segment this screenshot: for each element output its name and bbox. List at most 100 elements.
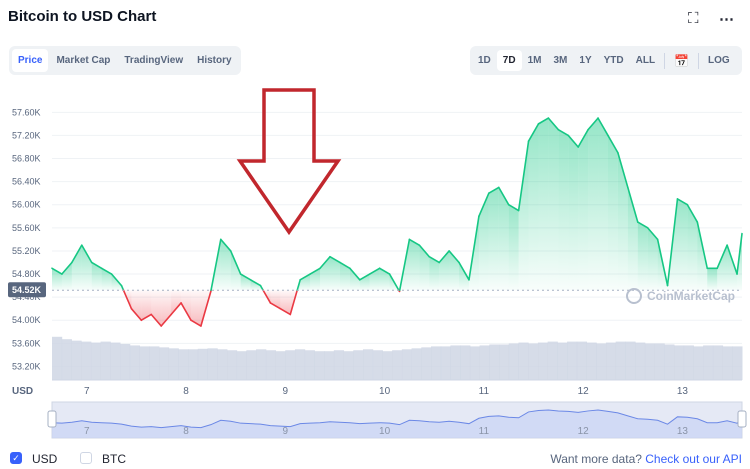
area-above-baseline xyxy=(409,239,420,291)
volume-bar xyxy=(635,342,646,380)
price-line-segment xyxy=(120,284,125,292)
price-line-segment xyxy=(388,273,400,292)
price-line-segment xyxy=(418,244,431,258)
area-above-baseline xyxy=(52,268,62,291)
area-above-baseline xyxy=(81,245,92,291)
area-above-baseline xyxy=(508,204,519,291)
area-above-baseline xyxy=(538,118,549,291)
area-above-baseline xyxy=(320,256,330,291)
y-tick-label: 56.40K xyxy=(12,177,41,187)
more-icon[interactable]: ⋯ xyxy=(719,11,734,28)
volume-bar xyxy=(353,350,364,380)
area-above-baseline xyxy=(617,152,628,291)
fullscreen-icon[interactable]: ⛶ xyxy=(688,10,699,27)
volume-bar xyxy=(460,345,471,380)
tab-history[interactable]: History xyxy=(197,55,232,66)
price-line-segment xyxy=(219,238,232,252)
calendar-icon[interactable]: 📅 xyxy=(674,53,690,68)
tab-market-cap[interactable]: Market Cap xyxy=(56,55,111,66)
price-line-segment xyxy=(547,117,560,131)
volume-bar xyxy=(547,341,558,380)
x-tick-label: 9 xyxy=(283,386,289,397)
range-3m[interactable]: 3M xyxy=(553,55,568,66)
y-tick-label: 54.00K xyxy=(12,315,41,325)
price-line-segment xyxy=(210,238,222,292)
divider xyxy=(664,52,666,69)
price-line-segment xyxy=(408,238,421,246)
btc-checkbox[interactable] xyxy=(80,452,92,464)
price-line-segment xyxy=(656,238,669,287)
price-line-segment xyxy=(319,255,331,270)
area-above-baseline xyxy=(707,268,718,291)
volume-bar xyxy=(285,350,296,380)
volume-bar xyxy=(732,346,743,380)
x-tick-label: 7 xyxy=(84,386,90,397)
navigator-area xyxy=(52,409,742,438)
price-line-segment xyxy=(190,319,202,327)
price-line-segment xyxy=(468,215,480,281)
volume-bar xyxy=(401,349,413,380)
price-line-segment xyxy=(378,267,391,275)
volume-bar xyxy=(586,342,597,380)
price-line-segment xyxy=(646,227,659,241)
price-line-segment xyxy=(716,244,728,270)
navigator-right-handle[interactable] xyxy=(737,410,747,428)
chart-type-tabs: Price Market Cap TradingView History xyxy=(9,46,241,75)
area-above-baseline xyxy=(230,250,241,291)
api-link[interactable]: Check out our API xyxy=(645,452,742,466)
volume-bar xyxy=(188,349,199,380)
navigator-tick-label: 9 xyxy=(283,426,289,437)
tab-tradingview[interactable]: TradingView xyxy=(124,55,184,66)
tab-price[interactable]: Price xyxy=(12,49,49,72)
price-line-segment xyxy=(80,244,93,264)
volume-bar xyxy=(537,342,549,380)
log-scale-button[interactable]: LOG xyxy=(708,55,730,66)
range-ytd[interactable]: YTD xyxy=(603,55,624,66)
price-line-segment xyxy=(448,250,460,264)
volume-bar xyxy=(673,345,685,380)
watermark: CoinMarketCap xyxy=(647,289,735,303)
x-tick-label: 13 xyxy=(677,386,689,397)
y-tick-label: 57.20K xyxy=(12,130,41,140)
volume-bar xyxy=(324,351,335,380)
navigator-tick-label: 8 xyxy=(183,426,189,437)
price-line-segment xyxy=(686,203,699,223)
volume-bar xyxy=(100,341,111,380)
volume-bar xyxy=(265,350,277,380)
area-above-baseline xyxy=(687,204,698,291)
volume-bar xyxy=(275,351,286,380)
range-1m[interactable]: 1M xyxy=(527,55,542,66)
price-chart[interactable]: 57.60K 57.20K 56.80K 56.40K 56.00K 55.60K 55.2… xyxy=(0,0,750,450)
baseline-label: 54.52K xyxy=(12,285,42,295)
price-line-segment xyxy=(428,255,440,264)
y-tick-label: 54.80K xyxy=(12,269,41,279)
volume-bar xyxy=(479,345,490,380)
volume-bar xyxy=(615,341,626,380)
divider xyxy=(698,52,700,69)
navigator-tick-label: 11 xyxy=(479,426,490,437)
area-above-baseline xyxy=(528,123,539,291)
price-line-segment xyxy=(110,273,123,287)
area-above-baseline xyxy=(568,135,579,291)
range-all[interactable]: ALL xyxy=(635,55,656,66)
range-1y[interactable]: 1Y xyxy=(579,55,592,66)
price-line-segment xyxy=(567,134,579,148)
volume-bar xyxy=(411,348,422,380)
coinmarketcap-logo-icon xyxy=(626,288,642,304)
price-line-segment xyxy=(597,117,609,137)
price-line-segment xyxy=(249,279,262,287)
usd-checkbox[interactable]: ✓ xyxy=(10,452,22,464)
range-1d[interactable]: 1D xyxy=(478,55,491,66)
volume-bar xyxy=(722,346,733,380)
range-7d[interactable]: 7D xyxy=(496,50,522,71)
btc-label: BTC xyxy=(102,452,126,466)
area-above-baseline xyxy=(220,239,231,291)
area-above-baseline xyxy=(627,187,638,291)
price-line-segment xyxy=(229,250,242,275)
promo-text: Want more data? xyxy=(550,452,642,466)
area-above-baseline xyxy=(240,274,251,291)
volume-bar xyxy=(139,346,150,380)
navigator-left-handle[interactable] xyxy=(47,410,57,428)
volume-bar xyxy=(343,351,354,380)
area-above-baseline xyxy=(369,268,380,291)
